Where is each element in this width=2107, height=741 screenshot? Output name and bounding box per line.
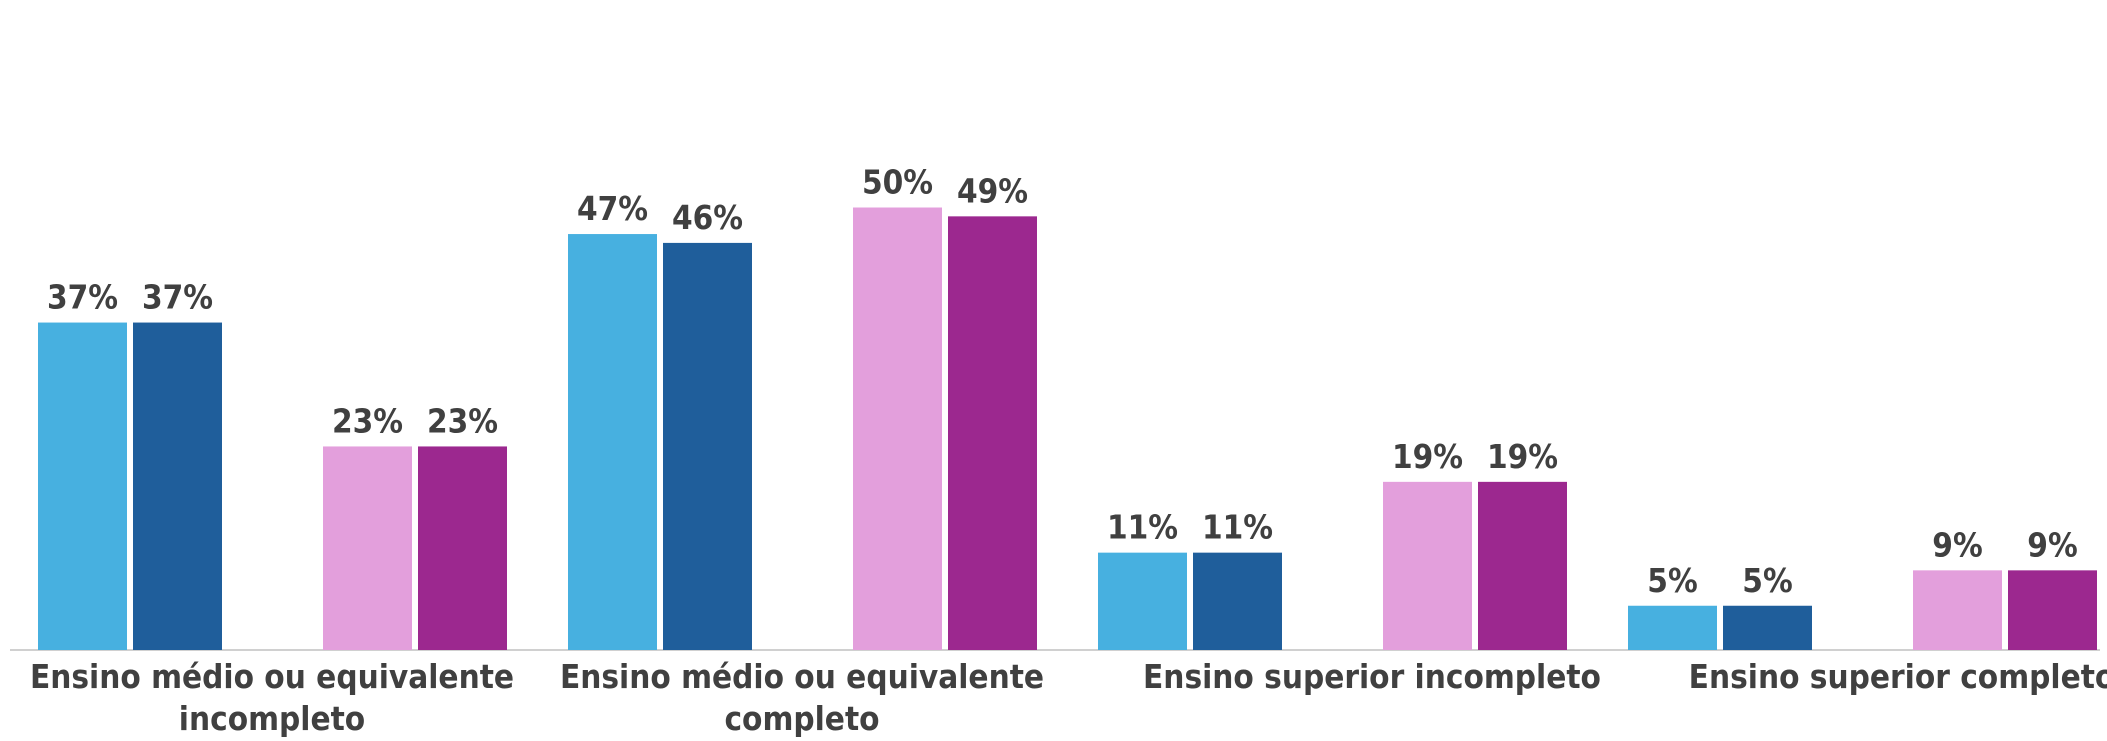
bar-s1-c1 (38, 323, 127, 650)
bar-s2-c2 (663, 243, 752, 650)
category-label-4-line-1: Ensino superior completo (1689, 657, 2107, 696)
bar-s2-c4 (1723, 606, 1812, 650)
value-label-s1-c2: 47% (577, 189, 648, 228)
value-label-s3-c1: 23% (332, 401, 403, 440)
value-label-s4-c4: 9% (2027, 525, 2077, 564)
value-label-s1-c4: 5% (1647, 561, 1697, 600)
value-label-s2-c3: 11% (1202, 508, 1273, 547)
bar-s3-c3 (1383, 482, 1472, 650)
bar-s3-c1 (323, 446, 412, 650)
value-label-s3-c2: 50% (862, 163, 933, 202)
bar-s4-c2 (948, 216, 1037, 650)
value-label-s2-c1: 37% (142, 278, 213, 317)
value-label-s2-c2: 46% (672, 198, 743, 237)
category-label-3-line-1: Ensino superior incompleto (1143, 657, 1601, 696)
bar-s1-c2 (568, 234, 657, 650)
bar-s4-c4 (2008, 570, 2097, 650)
value-label-s4-c1: 23% (427, 401, 498, 440)
bar-s3-c2 (853, 208, 942, 651)
bar-s2-c3 (1193, 553, 1282, 650)
category-label-2-line-2: completo (724, 699, 879, 738)
bar-s3-c4 (1913, 570, 2002, 650)
value-label-s4-c2: 49% (957, 171, 1028, 210)
value-label-s2-c4: 5% (1742, 561, 1792, 600)
value-label-s3-c4: 9% (1932, 525, 1982, 564)
bar-s4-c3 (1478, 482, 1567, 650)
value-label-s4-c3: 19% (1487, 437, 1558, 476)
bar-s1-c3 (1098, 553, 1187, 650)
value-label-s1-c1: 37% (47, 278, 118, 317)
bar-s1-c4 (1628, 606, 1717, 650)
category-label-2-line-1: Ensino médio ou equivalente (560, 657, 1044, 696)
bar-s2-c1 (133, 323, 222, 650)
category-label-1-line-1: Ensino médio ou equivalente (30, 657, 514, 696)
value-label-s1-c3: 11% (1107, 508, 1178, 547)
value-label-s3-c3: 19% (1392, 437, 1463, 476)
category-labels-group: Ensino médio ou equivalenteincompletoEns… (30, 657, 2107, 738)
category-label-1-line-2: incompleto (179, 699, 365, 738)
bar-s4-c1 (418, 446, 507, 650)
